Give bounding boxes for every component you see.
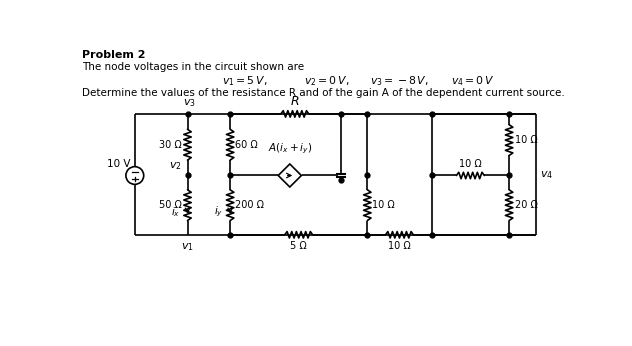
Text: $v_3$: $v_3$ (183, 97, 197, 109)
Text: $v_4 = 0\,V$: $v_4 = 0\,V$ (451, 74, 495, 88)
Text: R: R (291, 95, 299, 108)
Text: $i_x$: $i_x$ (171, 205, 181, 219)
Text: 30 Ω: 30 Ω (159, 140, 182, 150)
Text: $v_1 = 5\,V,$: $v_1 = 5\,V,$ (222, 74, 268, 88)
Text: 50 Ω: 50 Ω (159, 200, 182, 210)
Text: $v_2$: $v_2$ (169, 160, 181, 172)
Text: 10 V: 10 V (107, 159, 130, 169)
Text: 200 Ω: 200 Ω (234, 200, 264, 210)
Text: 10 Ω: 10 Ω (515, 135, 538, 145)
Text: 5 Ω: 5 Ω (290, 241, 307, 251)
Text: 10 Ω: 10 Ω (459, 160, 482, 169)
Text: Problem 2: Problem 2 (82, 50, 145, 60)
Text: 10 Ω: 10 Ω (372, 200, 395, 210)
Text: $A(i_x + i_y)$: $A(i_x + i_y)$ (267, 142, 312, 156)
Text: The node voltages in the circuit shown are: The node voltages in the circuit shown a… (82, 62, 304, 72)
Text: $v_3 = -8\,V,$: $v_3 = -8\,V,$ (370, 74, 428, 88)
Text: 60 Ω: 60 Ω (234, 140, 257, 150)
Text: $v_4$: $v_4$ (540, 170, 553, 181)
Text: $i_y$: $i_y$ (214, 205, 223, 219)
Text: $v_1$: $v_1$ (181, 241, 194, 253)
Text: 10 Ω: 10 Ω (388, 241, 411, 251)
Text: $v_2 = 0\,V,$: $v_2 = 0\,V,$ (304, 74, 349, 88)
Text: Determine the values of the resistance R and of the gain A of the dependent curr: Determine the values of the resistance R… (82, 88, 565, 98)
Text: 20 Ω: 20 Ω (515, 200, 538, 210)
